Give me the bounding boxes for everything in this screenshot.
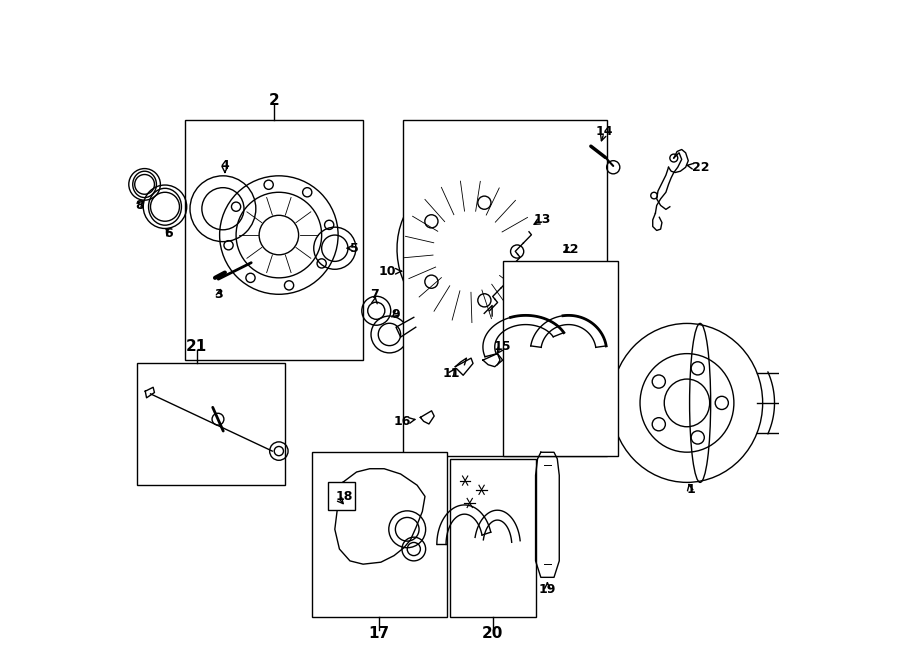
Text: 10: 10 — [379, 265, 396, 278]
Text: 19: 19 — [539, 583, 556, 596]
Bar — [503, 261, 617, 455]
Text: 3: 3 — [214, 288, 222, 301]
Text: 5: 5 — [350, 242, 359, 254]
Text: 9: 9 — [392, 308, 400, 321]
Text: 20: 20 — [482, 626, 503, 641]
Bar — [402, 120, 607, 455]
Text: 17: 17 — [369, 626, 390, 641]
Text: 18: 18 — [336, 490, 353, 503]
Text: 16: 16 — [393, 415, 410, 428]
Bar — [138, 364, 285, 485]
Text: 2: 2 — [269, 93, 280, 108]
Text: 12: 12 — [562, 243, 579, 256]
Text: 8: 8 — [135, 199, 144, 212]
Bar — [185, 120, 363, 360]
Text: 15: 15 — [494, 340, 511, 354]
Bar — [311, 452, 446, 617]
Text: 13: 13 — [534, 214, 551, 227]
Text: 4: 4 — [220, 159, 230, 173]
Text: 21: 21 — [186, 340, 207, 354]
Text: 6: 6 — [165, 227, 174, 239]
Text: 22: 22 — [692, 161, 710, 174]
Bar — [450, 459, 536, 617]
Text: 14: 14 — [596, 125, 614, 138]
Text: 11: 11 — [443, 367, 460, 380]
Text: 1: 1 — [687, 483, 696, 496]
Bar — [328, 482, 355, 510]
Text: 7: 7 — [370, 288, 379, 301]
